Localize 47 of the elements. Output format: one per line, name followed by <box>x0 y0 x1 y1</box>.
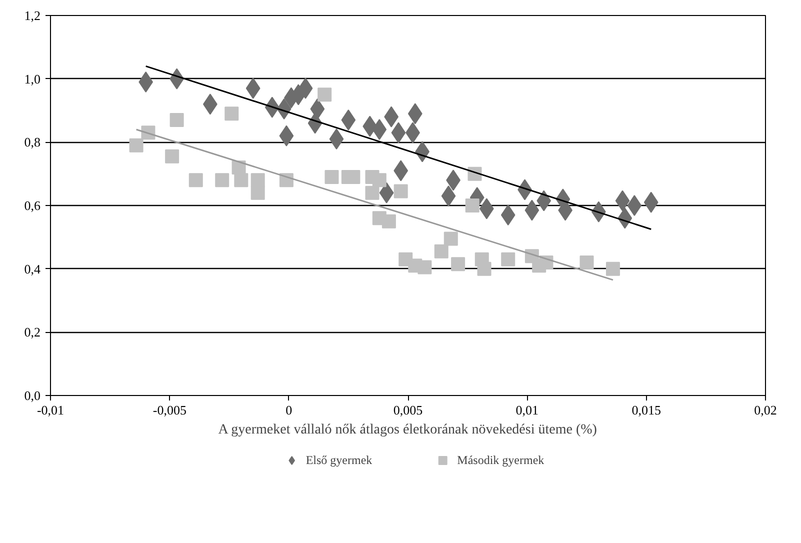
point <box>329 128 344 150</box>
point <box>365 186 380 200</box>
point <box>250 173 265 188</box>
point <box>451 257 466 272</box>
y-tick-label: 0,0 <box>24 388 40 403</box>
point <box>394 184 408 198</box>
y-tick-label: 0,4 <box>24 261 41 276</box>
point <box>165 149 180 164</box>
point <box>606 262 620 276</box>
point <box>627 195 642 216</box>
legend-label: Második gyermek <box>457 452 544 468</box>
x-tick-label: 0 <box>286 402 292 418</box>
legend-label: Első gyermek <box>306 452 372 468</box>
point <box>324 170 339 184</box>
point <box>418 260 432 274</box>
point <box>341 110 356 130</box>
x-tick-label: 0,02 <box>754 402 777 418</box>
point <box>441 186 456 206</box>
point <box>250 186 265 200</box>
x-tick-label: 0,015 <box>632 402 661 418</box>
y-tick-label: 0,2 <box>24 324 40 340</box>
point <box>580 256 594 270</box>
point <box>477 262 492 276</box>
point <box>372 173 386 188</box>
y-tick-label: 0,6 <box>24 198 41 213</box>
point <box>444 232 458 246</box>
y-tick-label: 1,0 <box>24 71 40 86</box>
point <box>465 198 480 212</box>
x-tick-label: 0,005 <box>393 402 423 418</box>
point <box>372 119 387 140</box>
x-tick-label: 0,01 <box>516 402 539 418</box>
x-tick-label: -0,01 <box>36 402 64 418</box>
point <box>129 138 144 152</box>
y-tick-label: 1,2 <box>24 8 40 23</box>
point <box>500 204 516 226</box>
point <box>215 173 230 188</box>
x-tick-label: -0,005 <box>152 402 186 418</box>
point <box>188 173 203 188</box>
y-tick-label: 0,8 <box>24 134 40 150</box>
point <box>318 88 332 102</box>
point <box>434 244 448 258</box>
point <box>234 173 248 188</box>
point <box>382 214 396 228</box>
point <box>501 252 516 266</box>
x-axis-title: A gyermeket vállaló nők átlagos életkorának növekedési üteme (%) <box>218 422 598 438</box>
point <box>170 113 184 127</box>
point <box>224 106 239 121</box>
